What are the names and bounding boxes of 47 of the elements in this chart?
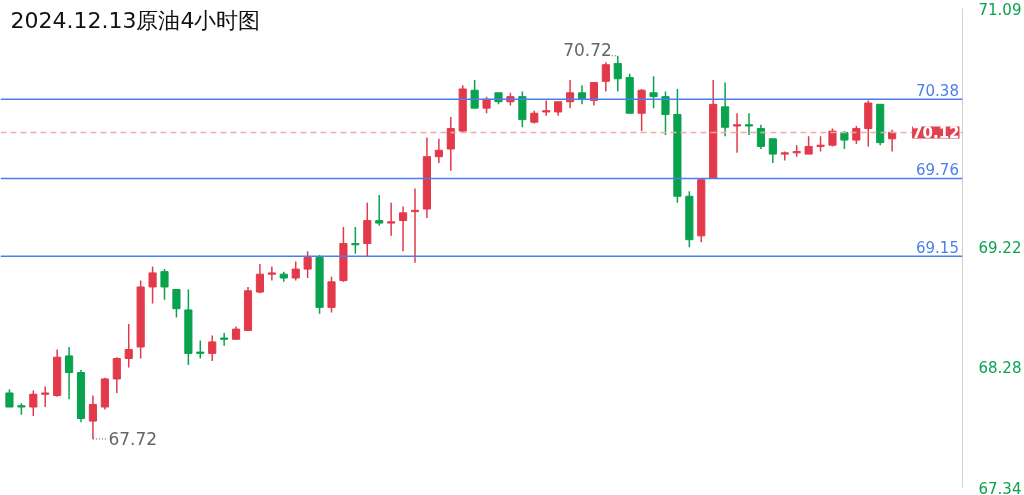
candlestick <box>160 268 169 301</box>
y-tick-label: 71.09 <box>978 0 1022 19</box>
candlestick <box>267 265 276 282</box>
candlestick <box>780 150 789 162</box>
candlestick <box>291 260 300 282</box>
candlestick <box>41 385 50 408</box>
chart-title: 2024.12.13原油4小时图 <box>10 7 261 33</box>
candlestick <box>601 61 610 93</box>
candlestick <box>88 394 98 440</box>
y-tick-label: 69.22 <box>978 239 1022 258</box>
candlestick <box>542 99 551 117</box>
candlestick <box>208 334 217 362</box>
candlestick <box>65 346 74 401</box>
candlestick <box>172 288 181 319</box>
candlestick <box>518 90 527 129</box>
annotation: 67.72 <box>108 429 158 450</box>
candlestick <box>446 116 455 172</box>
candlestick <box>124 323 133 369</box>
candlestick <box>303 250 312 279</box>
candlestick <box>768 138 777 164</box>
y-tick-label: 68.28 <box>978 359 1022 378</box>
candlestick <box>351 226 360 255</box>
candlestick <box>29 389 38 417</box>
candlestick <box>148 265 157 305</box>
candlestick <box>661 90 670 136</box>
candlestick <box>649 75 658 109</box>
candlestick <box>112 356 121 394</box>
candlestick <box>721 81 730 137</box>
ref-line-label: 69.15 <box>915 239 959 258</box>
candlestick <box>732 112 742 154</box>
candlestick <box>434 138 443 164</box>
candlestick <box>470 79 479 109</box>
candlestick <box>220 332 229 347</box>
candlestick <box>398 205 408 252</box>
candlestick <box>363 201 372 258</box>
annotation: 70.72 <box>563 39 612 60</box>
candlestick <box>387 201 396 237</box>
candlestick <box>613 55 622 93</box>
ref-line-label: 70.12 <box>912 124 960 143</box>
candlestick <box>744 112 754 136</box>
candlestick <box>756 123 765 150</box>
candlestick <box>637 88 646 132</box>
candlestick <box>255 263 265 295</box>
ref-line-label: 69.76 <box>915 161 959 180</box>
y-tick-label: 67.34 <box>978 479 1022 495</box>
candlestick <box>375 194 384 227</box>
ref-line-label: 70.38 <box>915 82 959 101</box>
